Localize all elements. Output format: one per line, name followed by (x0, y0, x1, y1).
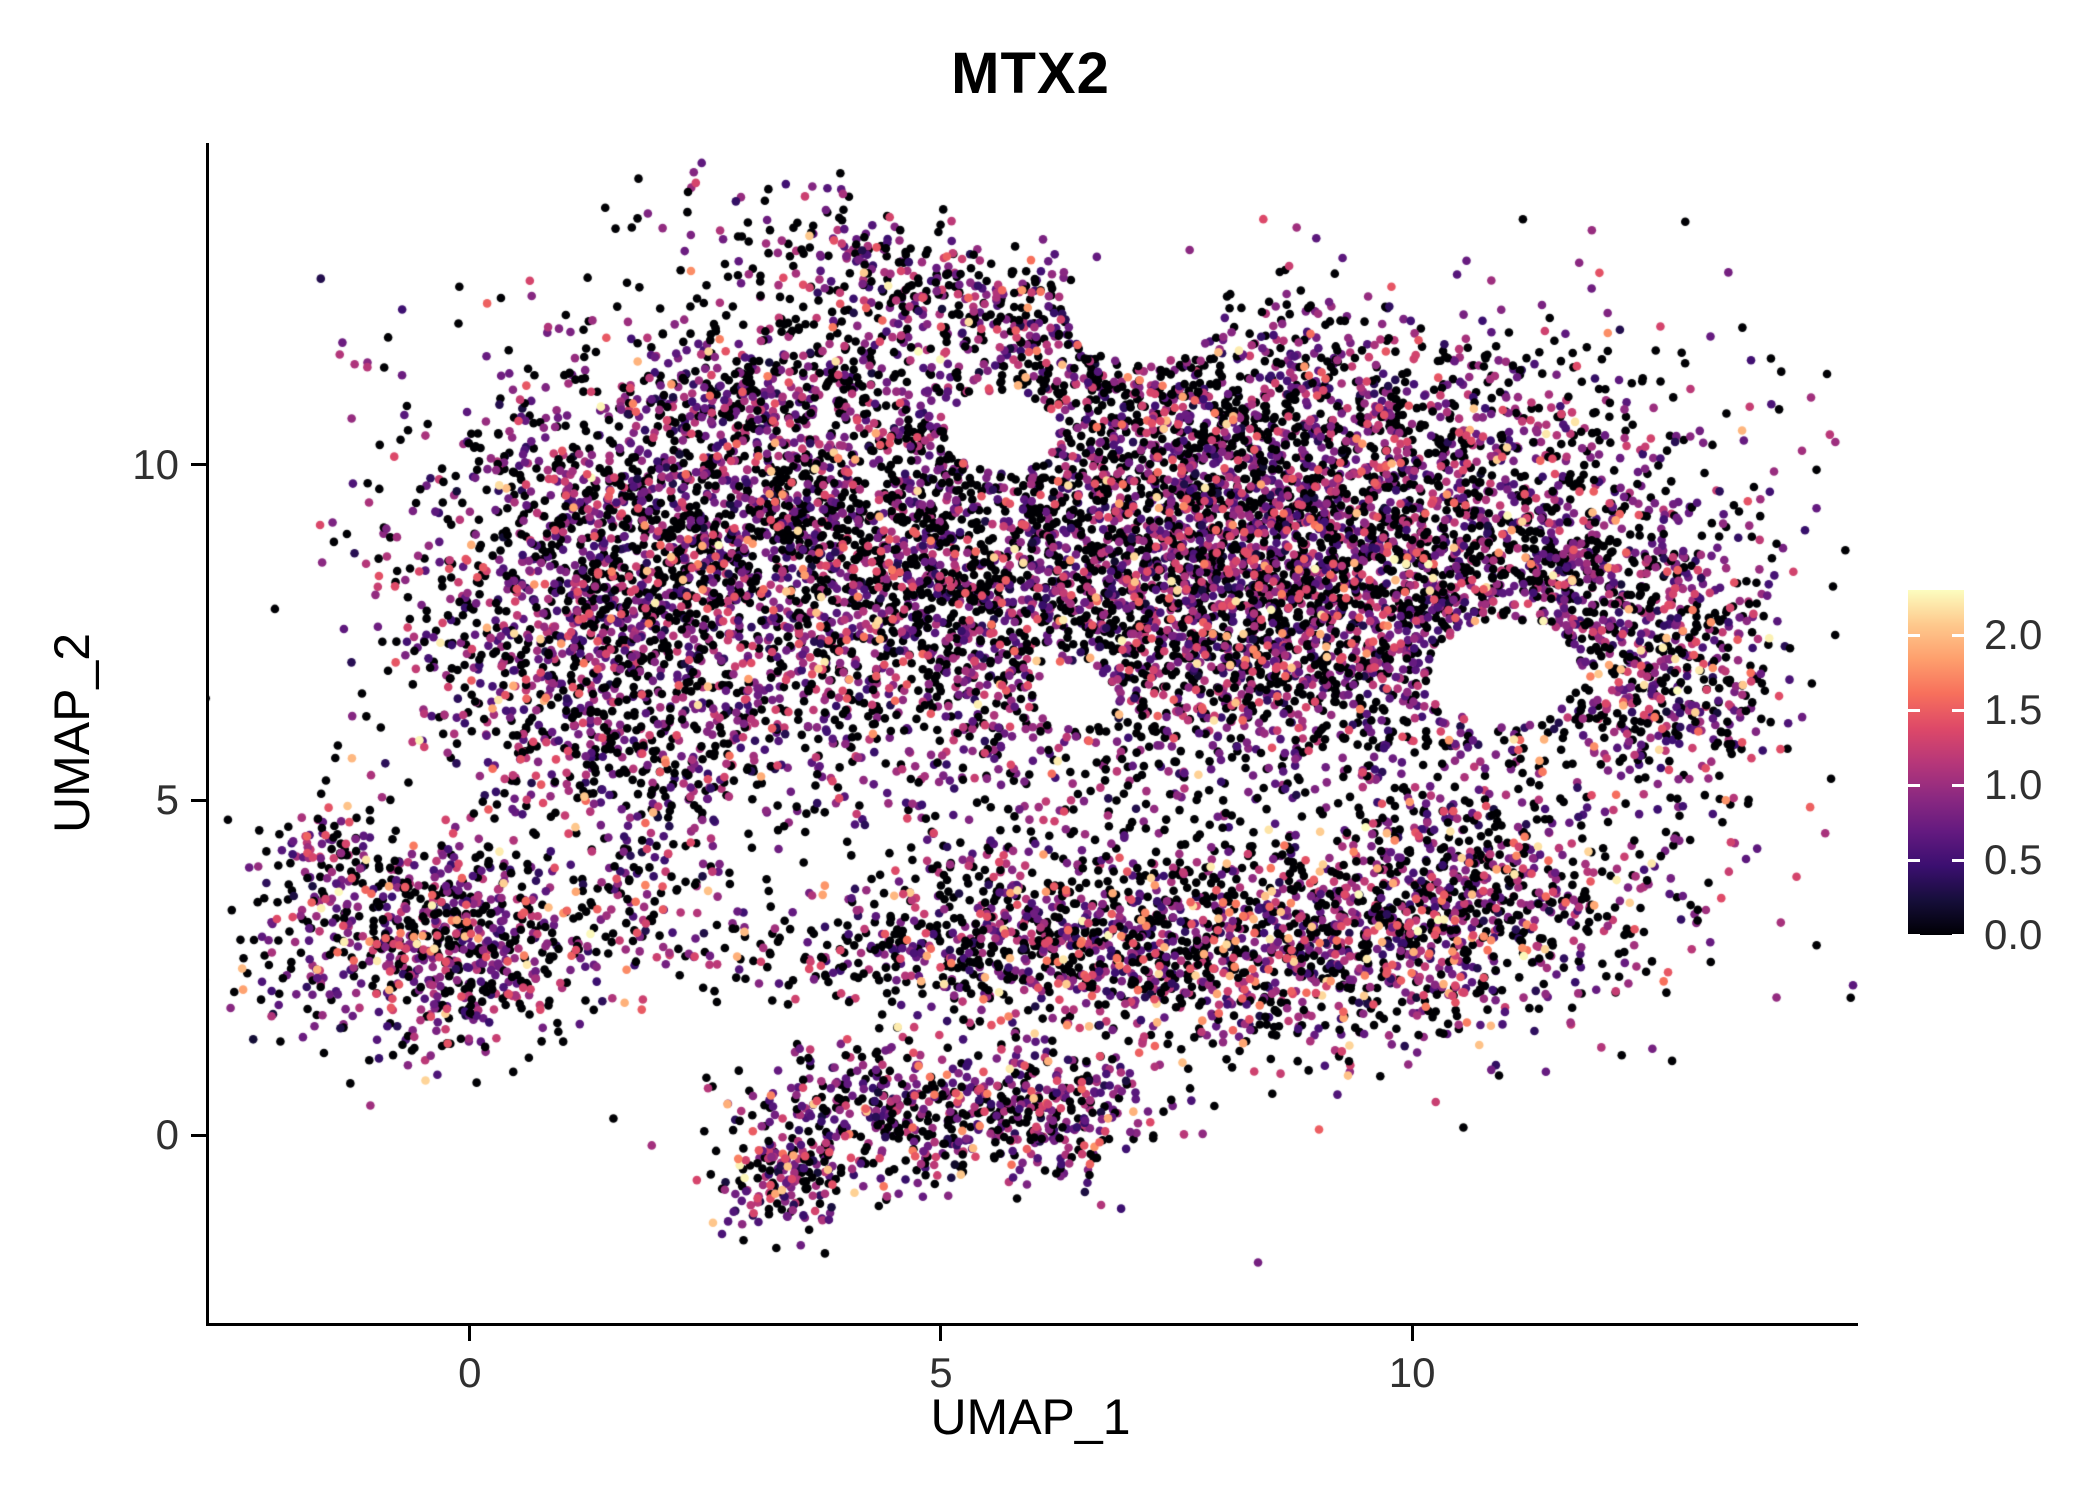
y-axis-tick (191, 798, 206, 802)
y-tick-label: 10 (132, 440, 179, 488)
y-tick-label: 0 (155, 1111, 179, 1159)
colorbar-tick (1952, 783, 1964, 787)
x-axis-tick (939, 1326, 943, 1341)
colorbar-tick (1908, 708, 1920, 712)
x-tick-label: 0 (458, 1349, 482, 1396)
scatter-canvas (209, 143, 1858, 1323)
colorbar-tick (1952, 633, 1964, 637)
x-tick-label: 5 (929, 1349, 953, 1396)
colorbar-tick (1952, 933, 1964, 937)
colorbar-tick-label: 1.0 (1984, 761, 2043, 808)
colorbar-tick-label: 0.5 (1984, 836, 2043, 883)
colorbar-tick (1952, 858, 1964, 862)
colorbar-tick-label: 2.0 (1984, 611, 2043, 658)
chart-title: MTX2 (951, 41, 1110, 106)
colorbar-tick (1908, 858, 1920, 862)
colorbar-tick (1908, 933, 1920, 937)
colorbar-legend (1908, 590, 1964, 937)
x-axis-tick (468, 1326, 472, 1341)
x-axis-label: UMAP_1 (930, 1389, 1131, 1445)
x-axis-tick (1410, 1326, 1414, 1341)
y-tick-label: 5 (155, 776, 179, 824)
colorbar-tick-label: 1.5 (1984, 686, 2043, 733)
colorbar-tick (1908, 633, 1920, 637)
colorbar-gradient (1908, 590, 1964, 935)
plot-area (206, 143, 1858, 1326)
x-tick-label: 10 (1388, 1349, 1436, 1396)
colorbar-tick (1908, 783, 1920, 787)
y-axis-tick (191, 1133, 206, 1137)
colorbar-tick (1952, 708, 1964, 712)
y-axis-tick (191, 463, 206, 467)
y-axis-label: UMAP_2 (44, 632, 100, 834)
colorbar-tick-label: 0.0 (1984, 911, 2043, 958)
